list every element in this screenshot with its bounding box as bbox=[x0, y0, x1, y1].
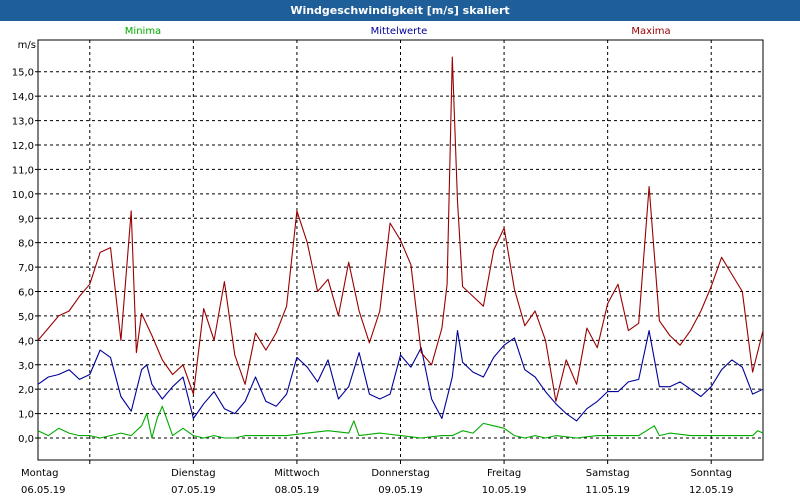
y-tick-label: 15,0 bbox=[12, 68, 34, 79]
y-axis-ticks: 0,0 1,0 2,0 3,0 4,0 5,0 6,0 7,0 8,0 9,0 10,0 11,0 12… bbox=[12, 68, 38, 445]
legend-minima: Minima bbox=[125, 26, 161, 37]
y-axis-unit-label: m/s bbox=[18, 40, 36, 51]
series-line-maxima bbox=[37, 56, 764, 402]
x-date-label: 07.05.19 bbox=[171, 485, 216, 496]
window-title: Windgeschwindigkeit [m/s] skaliert bbox=[0, 0, 800, 21]
y-tick-label: 7,0 bbox=[18, 263, 34, 274]
legend: Minima Mittelwerte Maxima bbox=[125, 26, 671, 37]
series-line-minima bbox=[37, 405, 764, 439]
x-date-label: 06.05.19 bbox=[21, 485, 66, 496]
x-date-label: 08.05.19 bbox=[275, 485, 320, 496]
horizontal-gridlines bbox=[38, 71, 763, 439]
y-tick-label: 11,0 bbox=[12, 165, 34, 176]
x-day-label: Sonntag bbox=[690, 468, 732, 479]
x-date-label: 12.05.19 bbox=[689, 485, 734, 496]
y-tick-label: 4,0 bbox=[18, 336, 34, 347]
y-tick-label: 6,0 bbox=[18, 288, 34, 299]
x-date-label: 11.05.19 bbox=[585, 485, 630, 496]
y-tick-label: 2,0 bbox=[18, 385, 34, 396]
y-tick-label: 9,0 bbox=[18, 214, 34, 225]
x-axis-labels: Montag 06.05.19 Dienstag 07.05.19 Mittwoch 08… bbox=[21, 468, 733, 496]
y-tick-label: 3,0 bbox=[18, 361, 34, 372]
legend-mittelwerte: Mittelwerte bbox=[371, 26, 428, 37]
y-tick-label: 0,0 bbox=[18, 434, 34, 445]
x-day-label: Montag bbox=[21, 468, 58, 479]
x-date-label: 10.05.19 bbox=[482, 485, 527, 496]
y-tick-label: 5,0 bbox=[18, 312, 34, 323]
y-tick-label: 10,0 bbox=[12, 190, 34, 201]
x-day-label: Donnerstag bbox=[371, 468, 429, 479]
y-tick-label: 13,0 bbox=[12, 117, 34, 128]
x-day-label: Dienstag bbox=[171, 468, 216, 479]
y-tick-label: 14,0 bbox=[12, 92, 34, 103]
y-tick-label: 8,0 bbox=[18, 239, 34, 250]
series-lines bbox=[37, 56, 764, 439]
y-tick-label: 12,0 bbox=[12, 141, 34, 152]
y-tick-label: 1,0 bbox=[18, 410, 34, 421]
x-date-label: 09.05.19 bbox=[378, 485, 423, 496]
series-line-mittelwerte bbox=[37, 330, 764, 422]
x-day-label: Freitag bbox=[487, 468, 521, 479]
legend-maxima: Maxima bbox=[631, 26, 670, 37]
x-day-label: Samstag bbox=[586, 468, 630, 479]
x-day-label: Mittwoch bbox=[274, 468, 319, 479]
